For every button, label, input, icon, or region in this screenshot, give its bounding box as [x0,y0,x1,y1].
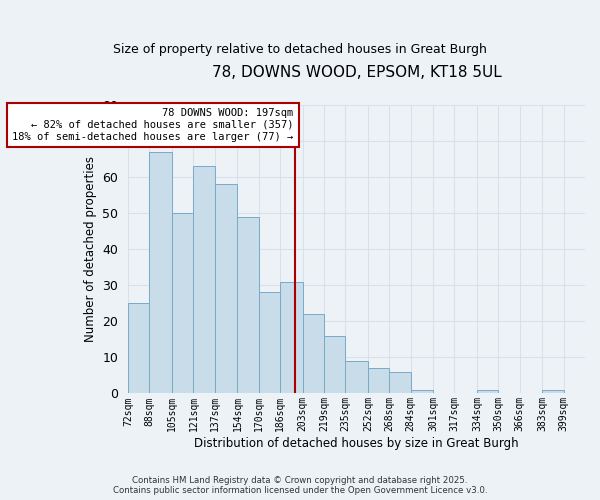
Bar [128,303,149,394]
X-axis label: Distribution of detached houses by size in Great Burgh: Distribution of detached houses by size … [194,437,519,450]
Bar [172,213,193,394]
Bar [324,336,345,394]
Bar [238,216,259,394]
Text: Contains HM Land Registry data © Crown copyright and database right 2025.
Contai: Contains HM Land Registry data © Crown c… [113,476,487,495]
Bar [389,372,410,394]
Bar [302,314,324,394]
Y-axis label: Number of detached properties: Number of detached properties [84,156,97,342]
Bar [542,390,563,394]
Bar [259,292,280,394]
Text: Size of property relative to detached houses in Great Burgh: Size of property relative to detached ho… [113,42,487,56]
Bar [193,166,215,394]
Bar [410,390,433,394]
Title: 78, DOWNS WOOD, EPSOM, KT18 5UL: 78, DOWNS WOOD, EPSOM, KT18 5UL [212,65,502,80]
Bar [149,152,172,394]
Bar [345,361,368,394]
Bar [215,184,238,394]
Bar [477,390,499,394]
Bar [280,282,302,394]
Text: 78 DOWNS WOOD: 197sqm
← 82% of detached houses are smaller (357)
18% of semi-det: 78 DOWNS WOOD: 197sqm ← 82% of detached … [12,108,293,142]
Bar [368,368,389,394]
